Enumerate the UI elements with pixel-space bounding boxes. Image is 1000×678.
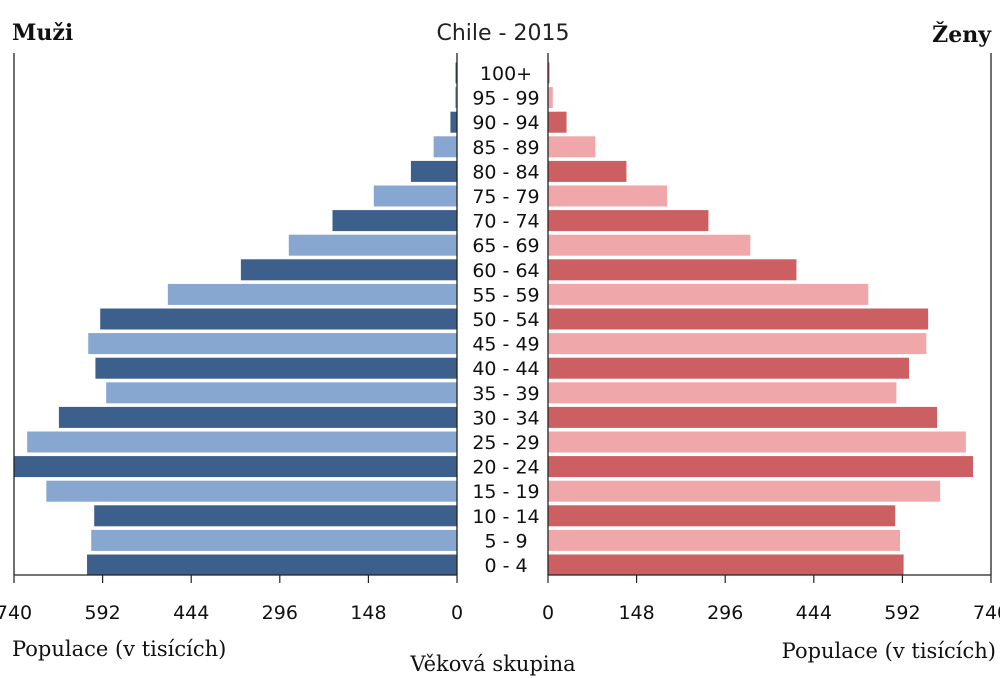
male-bar	[373, 185, 457, 207]
tick-label: 148	[618, 602, 654, 624]
male-bar	[100, 308, 457, 330]
male-bar	[14, 456, 457, 478]
left-axis-label: Populace (v tisících)	[12, 637, 226, 661]
female-bar	[548, 308, 929, 330]
male-bar	[91, 529, 457, 551]
age-group-label: 85 - 89	[472, 137, 539, 159]
male-bar	[455, 62, 457, 84]
age-group-label: 20 - 24	[472, 457, 539, 479]
tick-label: 0	[542, 602, 554, 624]
female-bar	[548, 382, 897, 404]
tick-label: 296	[262, 602, 298, 624]
male-bar	[167, 283, 457, 305]
female-bar	[548, 87, 553, 109]
age-group-label: 25 - 29	[472, 432, 539, 454]
female-bar	[548, 283, 869, 305]
female-bar	[548, 480, 941, 502]
female-bar	[548, 185, 668, 207]
age-group-label: 30 - 34	[472, 407, 539, 429]
male-bar	[95, 357, 458, 379]
age-group-label: 5 - 9	[484, 530, 527, 552]
male-bar	[88, 333, 458, 355]
female-bar	[548, 406, 938, 428]
male-bar	[450, 111, 457, 133]
female-bar	[548, 136, 596, 158]
female-bar	[548, 62, 550, 84]
age-group-label: 10 - 14	[472, 506, 539, 528]
male-bar	[332, 210, 457, 232]
female-bar	[548, 529, 901, 551]
age-group-label: 80 - 84	[472, 161, 539, 183]
tick-label: 740	[973, 602, 1000, 624]
female-bars	[548, 62, 974, 576]
female-bar	[548, 554, 904, 576]
tick-label: 740	[0, 602, 32, 624]
female-bar	[548, 333, 927, 355]
age-group-label: 55 - 59	[472, 284, 539, 306]
age-group-label: 65 - 69	[472, 235, 539, 257]
male-bar	[433, 136, 457, 158]
male-bar	[58, 406, 457, 428]
axis-ticks: 740 592 444 296 148 0 0 148 296 444 592 740	[0, 575, 1000, 624]
female-bar	[548, 259, 797, 281]
male-bar	[240, 259, 457, 281]
center-axis-label: Věková skupina	[409, 652, 575, 676]
tick-label: 296	[707, 602, 743, 624]
age-group-label: 35 - 39	[472, 383, 539, 405]
female-bar	[548, 160, 627, 182]
male-bar	[410, 160, 457, 182]
female-bar	[548, 505, 896, 527]
age-group-label: 0 - 4	[484, 555, 527, 577]
male-label: Muži	[12, 20, 73, 46]
age-group-label: 75 - 79	[472, 186, 539, 208]
right-axis-label: Populace (v tisících)	[782, 639, 996, 663]
male-bar	[94, 505, 457, 527]
male-bar	[106, 382, 457, 404]
age-group-label: 70 - 74	[472, 211, 539, 233]
tick-label: 444	[796, 602, 832, 624]
female-label: Ženy	[932, 21, 992, 48]
age-group-label: 50 - 54	[472, 309, 539, 331]
chart-title: Chile - 2015	[437, 21, 570, 46]
male-bar	[288, 234, 457, 256]
age-group-label: 95 - 99	[472, 88, 539, 110]
male-bar	[27, 431, 458, 453]
tick-label: 148	[350, 602, 386, 624]
male-bar	[46, 480, 457, 502]
age-group-label: 60 - 64	[472, 260, 539, 282]
axes	[13, 53, 992, 576]
female-bar	[548, 431, 966, 453]
female-bar	[548, 357, 909, 379]
male-bar	[455, 87, 457, 109]
age-group-label: 15 - 19	[472, 481, 539, 503]
age-group-label: 40 - 44	[472, 358, 539, 380]
male-bars	[14, 62, 458, 576]
age-group-label: 90 - 94	[472, 112, 539, 134]
male-bar	[87, 554, 458, 576]
tick-label: 592	[884, 602, 920, 624]
female-bar	[548, 210, 709, 232]
female-bar	[548, 234, 751, 256]
tick-label: 444	[173, 602, 209, 624]
age-group-label: 100+	[480, 63, 532, 85]
female-bar	[548, 111, 567, 133]
tick-label: 592	[84, 602, 120, 624]
tick-label: 0	[451, 602, 463, 624]
female-bar	[548, 456, 974, 478]
age-group-label: 45 - 49	[472, 334, 539, 356]
